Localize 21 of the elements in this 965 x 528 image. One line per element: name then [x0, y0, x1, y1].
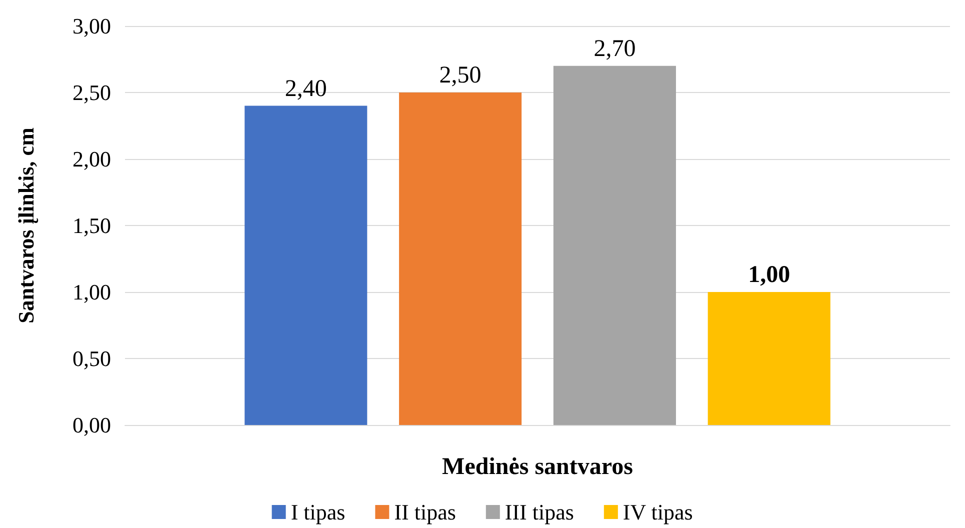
y-tick-label: 1,00 — [72, 280, 111, 304]
data-label: 1,00 — [748, 262, 790, 288]
legend-label: II tipas — [394, 500, 456, 524]
legend-label: IV tipas — [622, 500, 693, 524]
legend-label: I tipas — [290, 500, 346, 524]
y-tick-label: 0,00 — [72, 412, 111, 438]
bar — [553, 66, 676, 425]
legend-label: III tipas — [504, 500, 574, 524]
data-label: 2,50 — [439, 62, 482, 88]
y-tick-label: 0,50 — [72, 346, 111, 371]
bar — [244, 106, 368, 425]
data-label: 2,70 — [594, 36, 636, 62]
bar — [399, 92, 522, 425]
y-tick-label: 2,00 — [72, 146, 111, 172]
data-label: 2,40 — [284, 76, 327, 102]
y-axis-title: Santvaros įlinkis, cm — [14, 128, 38, 324]
bar — [708, 292, 830, 425]
y-tick-label: 1,50 — [72, 213, 111, 238]
x-axis-title: Medinės santvaros — [442, 454, 633, 480]
y-tick-label: 2,50 — [72, 80, 111, 105]
y-tick-label: 3,00 — [72, 14, 111, 38]
